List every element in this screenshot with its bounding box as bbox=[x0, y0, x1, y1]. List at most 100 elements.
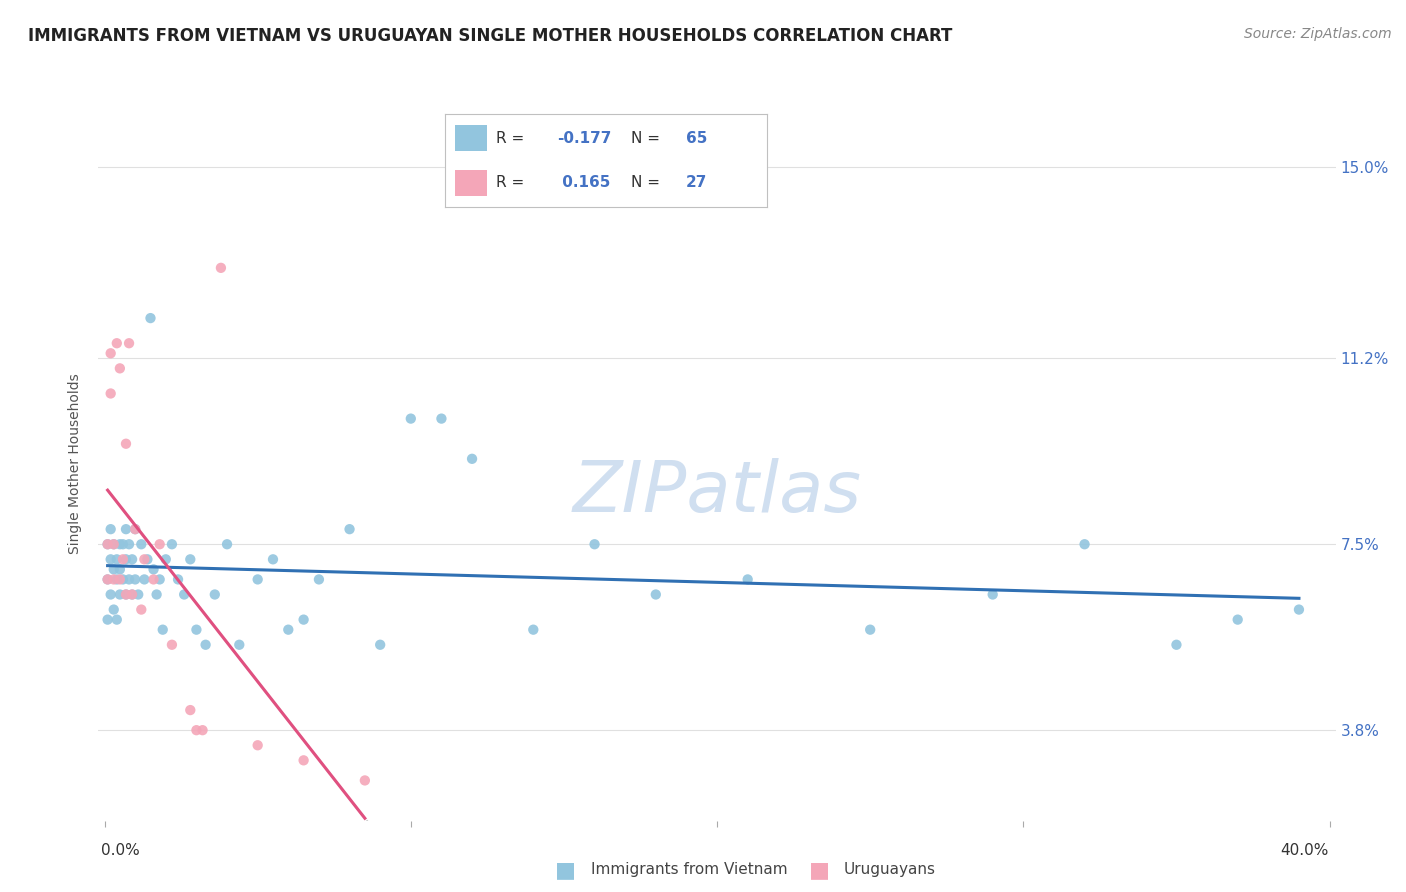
Point bbox=[124, 573, 146, 587]
Point bbox=[142, 573, 165, 587]
Point bbox=[139, 311, 162, 326]
Point bbox=[215, 537, 238, 551]
Point bbox=[103, 537, 125, 551]
Point bbox=[204, 587, 226, 601]
Point bbox=[97, 613, 120, 627]
Point bbox=[97, 573, 120, 587]
Point bbox=[461, 451, 484, 466]
Point bbox=[105, 613, 128, 627]
Point bbox=[103, 602, 125, 616]
Point bbox=[97, 537, 120, 551]
Point bbox=[859, 623, 882, 637]
Point bbox=[292, 613, 315, 627]
Text: ZIPatlas: ZIPatlas bbox=[572, 458, 862, 527]
Point bbox=[118, 336, 141, 351]
Point bbox=[105, 573, 128, 587]
Point bbox=[103, 573, 125, 587]
Point bbox=[155, 552, 177, 566]
Point bbox=[354, 773, 377, 788]
Point bbox=[108, 573, 131, 587]
Text: ■: ■ bbox=[555, 860, 576, 880]
Point bbox=[105, 552, 128, 566]
Point bbox=[292, 753, 315, 767]
Point bbox=[134, 573, 156, 587]
Point bbox=[115, 587, 138, 601]
Point bbox=[277, 623, 299, 637]
Point bbox=[105, 336, 128, 351]
Point bbox=[1073, 537, 1095, 551]
Point bbox=[399, 411, 422, 425]
Point bbox=[111, 573, 134, 587]
Point bbox=[118, 573, 141, 587]
Point bbox=[103, 562, 125, 576]
Text: Source: ZipAtlas.com: Source: ZipAtlas.com bbox=[1244, 27, 1392, 41]
Point bbox=[583, 537, 606, 551]
Point bbox=[262, 552, 284, 566]
Text: 0.0%: 0.0% bbox=[101, 843, 141, 858]
Point bbox=[167, 573, 190, 587]
Point bbox=[129, 602, 152, 616]
Point bbox=[191, 723, 214, 738]
Point bbox=[430, 411, 453, 425]
Point bbox=[1288, 602, 1310, 616]
Point bbox=[127, 587, 149, 601]
Point bbox=[149, 537, 172, 551]
Point bbox=[121, 587, 143, 601]
Point bbox=[179, 552, 201, 566]
Point bbox=[108, 361, 131, 376]
Point bbox=[644, 587, 666, 601]
Point bbox=[100, 346, 122, 360]
Text: Immigrants from Vietnam: Immigrants from Vietnam bbox=[591, 863, 787, 877]
Point bbox=[97, 537, 120, 551]
Point bbox=[108, 587, 131, 601]
Y-axis label: Single Mother Households: Single Mother Households bbox=[69, 374, 83, 554]
Text: Uruguayans: Uruguayans bbox=[844, 863, 935, 877]
Point bbox=[121, 587, 143, 601]
Point bbox=[228, 638, 250, 652]
Point bbox=[186, 723, 208, 738]
Point bbox=[115, 587, 138, 601]
Point bbox=[160, 537, 183, 551]
Point bbox=[152, 623, 174, 637]
Point bbox=[1226, 613, 1249, 627]
Point bbox=[142, 562, 165, 576]
Point bbox=[522, 623, 544, 637]
Point bbox=[308, 573, 330, 587]
Point bbox=[246, 738, 269, 752]
Point bbox=[108, 562, 131, 576]
Point bbox=[118, 537, 141, 551]
Point bbox=[111, 552, 134, 566]
Point bbox=[121, 552, 143, 566]
Point bbox=[145, 587, 167, 601]
Point bbox=[115, 436, 138, 450]
Point bbox=[111, 537, 134, 551]
Point bbox=[100, 587, 122, 601]
Point bbox=[129, 537, 152, 551]
Point bbox=[100, 552, 122, 566]
Text: IMMIGRANTS FROM VIETNAM VS URUGUAYAN SINGLE MOTHER HOUSEHOLDS CORRELATION CHART: IMMIGRANTS FROM VIETNAM VS URUGUAYAN SIN… bbox=[28, 27, 952, 45]
Point bbox=[209, 260, 232, 275]
Text: ■: ■ bbox=[808, 860, 830, 880]
Point bbox=[737, 573, 759, 587]
Point bbox=[339, 522, 361, 536]
Point bbox=[368, 638, 391, 652]
Point bbox=[186, 623, 208, 637]
Point bbox=[103, 537, 125, 551]
Point bbox=[124, 522, 146, 536]
Point bbox=[136, 552, 159, 566]
Point bbox=[246, 573, 269, 587]
Text: 40.0%: 40.0% bbox=[1281, 843, 1329, 858]
Point bbox=[160, 638, 183, 652]
Point bbox=[97, 573, 120, 587]
Point bbox=[173, 587, 195, 601]
Point bbox=[1166, 638, 1188, 652]
Point bbox=[108, 537, 131, 551]
Point bbox=[115, 522, 138, 536]
Point bbox=[179, 703, 201, 717]
Point bbox=[134, 552, 156, 566]
Point bbox=[981, 587, 1004, 601]
Point bbox=[100, 522, 122, 536]
Point bbox=[115, 552, 138, 566]
Point bbox=[194, 638, 217, 652]
Point bbox=[124, 522, 146, 536]
